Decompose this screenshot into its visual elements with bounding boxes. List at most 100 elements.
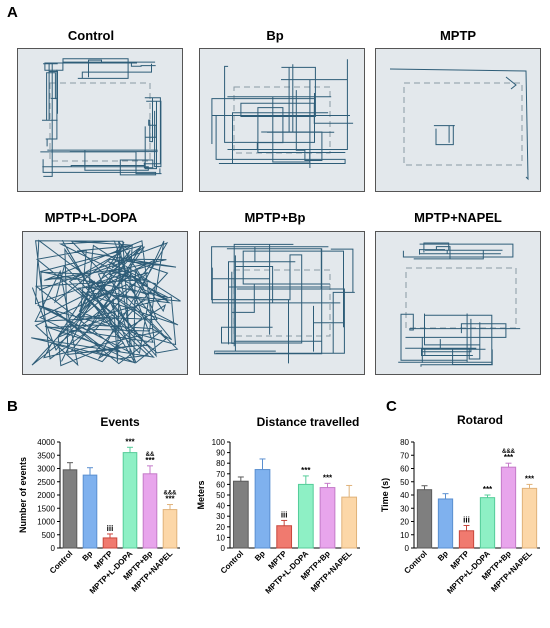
- bar-bp: [254, 469, 271, 549]
- y-axis-label: Number of events: [18, 457, 28, 533]
- y-tick-label: 0: [221, 544, 226, 553]
- x-tick-label: Control: [402, 549, 428, 575]
- bar-mptp: [102, 537, 118, 549]
- trajectory-path: [31, 239, 181, 367]
- trajectory-path: [505, 76, 517, 90]
- x-tick-label: Bp: [436, 549, 450, 563]
- bar-mptp-l-dopa: [297, 483, 314, 549]
- bar-control: [232, 480, 249, 549]
- y-tick-label: 60: [400, 465, 409, 474]
- x-tick-label: Control: [219, 549, 245, 575]
- significance-label: ***: [483, 485, 493, 494]
- significance-label: ***: [145, 456, 155, 465]
- y-tick-label: 0: [51, 544, 56, 553]
- bar-mptp-bp: [142, 473, 158, 549]
- significance-label: iii: [281, 510, 288, 519]
- significance-label: &&&: [164, 491, 178, 497]
- track-image-control: [17, 48, 183, 192]
- track-image-mptp: [375, 48, 541, 192]
- track-title-bp: Bp: [266, 28, 284, 43]
- y-tick-label: 60: [216, 480, 225, 489]
- x-tick-label: Control: [48, 549, 74, 575]
- significance-label: ***: [525, 474, 535, 483]
- bar-mptp: [458, 530, 475, 549]
- track-svg-control: [40, 58, 162, 177]
- y-tick-label: 30: [400, 504, 409, 513]
- significance-label: ***: [323, 473, 333, 482]
- bar-mptp-l-dopa: [479, 497, 496, 549]
- bar-control: [416, 489, 433, 549]
- y-tick-label: 50: [216, 491, 225, 500]
- track-image-mptp-bp: [199, 231, 365, 375]
- bar-mptp-bp: [319, 487, 336, 549]
- track-title-mptp-napel: MPTP+NAPEL: [414, 210, 502, 225]
- y-tick-label: 10: [216, 533, 225, 542]
- y-tick-label: 90: [216, 449, 225, 458]
- trajectory-path: [398, 313, 521, 367]
- significance-label: &&&: [502, 449, 516, 455]
- y-tick-label: 70: [216, 470, 225, 479]
- x-tick-label: Bp: [81, 549, 95, 563]
- bar-mptp-napel: [341, 496, 358, 549]
- arena-zone-outline: [49, 82, 151, 162]
- arena-zone-outline: [403, 82, 523, 166]
- x-tick-label: Bp: [253, 549, 267, 563]
- track-svg-mptp: [389, 68, 529, 181]
- chart-title-events: Events: [100, 415, 140, 429]
- track-title-mptp-ldopa: MPTP+L-DOPA: [44, 210, 138, 225]
- significance-label: &&: [146, 452, 155, 458]
- y-tick-label: 1000: [37, 518, 55, 527]
- bar-mptp: [276, 525, 293, 549]
- chart-title-rotarod: Rotarod: [457, 413, 503, 427]
- y-tick-label: 20: [400, 518, 409, 527]
- trajectory-path: [433, 125, 455, 146]
- significance-label: ***: [125, 437, 135, 446]
- track-image-bp: [199, 48, 365, 192]
- track-title-mptp: MPTP: [439, 28, 477, 43]
- track-title-mptp-bp: MPTP+Bp: [244, 210, 306, 225]
- y-tick-label: 70: [400, 451, 409, 460]
- y-tick-label: 80: [216, 459, 225, 468]
- y-tick-label: 3500: [37, 451, 55, 460]
- panel-letter-a: A: [7, 4, 18, 21]
- trajectory-path: [44, 58, 156, 79]
- chart-title-distance: Distance travelled: [256, 415, 360, 429]
- bar-mptp-napel: [162, 509, 178, 549]
- y-tick-label: 4000: [37, 438, 55, 447]
- track-image-mptp-ldopa: [22, 231, 188, 375]
- trajectory-path: [211, 59, 354, 168]
- trajectory-path: [143, 97, 162, 170]
- significance-label: ***: [301, 466, 311, 475]
- chart-events: 0 500 1000 1500 2000 2500 3000 3500 4000 Number o…: [18, 437, 180, 596]
- trajectory-path: [40, 149, 162, 176]
- track-image-mptp-napel: [375, 231, 541, 375]
- y-tick-label: 20: [216, 523, 225, 532]
- trajectory-path: [402, 242, 514, 260]
- y-tick-label: 100: [212, 438, 226, 447]
- y-tick-label: 500: [42, 531, 56, 540]
- y-tick-label: 3000: [37, 465, 55, 474]
- trajectory-path: [211, 243, 355, 364]
- track-svg-mptp-ldopa: [31, 239, 181, 367]
- y-tick-label: 10: [400, 531, 409, 540]
- track-title-control: Control: [67, 28, 115, 43]
- bar-bp: [82, 474, 98, 549]
- y-tick-label: 2500: [37, 478, 55, 487]
- bar-control: [62, 469, 78, 549]
- y-tick-label: 40: [216, 502, 225, 511]
- y-tick-label: 1500: [37, 504, 55, 513]
- panel-letter-c: C: [386, 398, 397, 415]
- y-tick-label: 80: [400, 438, 409, 447]
- bar-mptp-napel: [521, 487, 538, 549]
- track-svg-mptp-napel: [398, 242, 521, 367]
- bar-bp: [437, 498, 454, 549]
- y-tick-label: 2000: [37, 491, 55, 500]
- significance-label: ***: [504, 453, 514, 462]
- y-tick-label: 50: [400, 478, 409, 487]
- bar-mptp-l-dopa: [122, 452, 138, 549]
- y-tick-label: 40: [400, 491, 409, 500]
- trajectory-path: [42, 63, 58, 177]
- y-tick-label: 0: [405, 544, 410, 553]
